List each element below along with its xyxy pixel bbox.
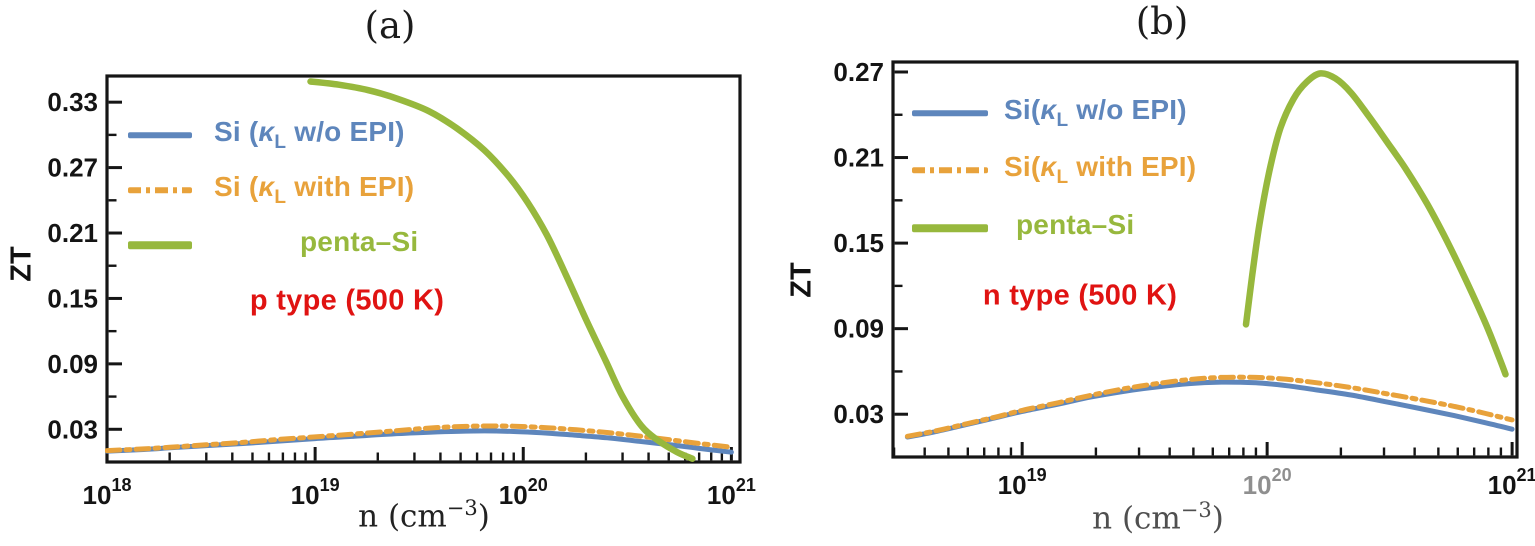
x-tick-label: 1018 (83, 475, 132, 510)
panel-b-y-axis-label: ZT (785, 262, 818, 298)
legend-line-sample (128, 186, 192, 194)
y-tick-label: 0.15 (47, 283, 98, 313)
panel-b-title: (b) (1135, 0, 1189, 43)
panel-a-x-axis-label: n (cm−3) (358, 496, 490, 535)
y-tick-label: 0.09 (833, 314, 884, 344)
series-curve-1 (904, 374, 1515, 439)
series-curve-2 (1242, 70, 1509, 378)
plot-frame (891, 60, 1519, 459)
x-tick-label: 1019 (291, 475, 340, 510)
y-tick-label: 0.21 (47, 218, 98, 248)
panel-a-plot: 0.03 0.09 0.15 0.21 0.27 0.33 1018 1019 1020 1021 (47, 74, 756, 510)
y-tick-label: 0.33 (47, 87, 98, 117)
legend-line-sample (912, 109, 988, 117)
y-tick-label: 0.03 (833, 399, 884, 429)
legend-line-sample (912, 166, 988, 174)
series-curve-1 (105, 423, 734, 454)
legend-line-sample (128, 241, 192, 249)
y-tick-label: 0.15 (833, 228, 884, 258)
series-curve-0 (904, 379, 1515, 440)
legend-item-label: penta–Si (300, 226, 419, 258)
panel-a-y-axis-label: ZT (5, 246, 38, 282)
panel-b-doping-annotation: n type (500 K) (982, 279, 1178, 312)
y-tick-label: 0.27 (833, 57, 884, 87)
series-curve-2 (307, 78, 696, 462)
plot-frame (105, 74, 742, 464)
x-tick-label: 1021 (1488, 465, 1535, 500)
panel-b-x-axis-label: n (cm−3) (1092, 498, 1224, 537)
x-tick-label: 1020 (1243, 465, 1292, 500)
panel-b-plot: 0.03 0.09 0.15 0.21 0.27 1019 1020 1021 (833, 57, 1535, 500)
legend-item-label: Si(κL w/o EPI) (1004, 94, 1187, 131)
x-tick-label: 1020 (499, 475, 548, 510)
y-tick-label: 0.09 (47, 349, 98, 379)
legend-item-label: penta–Si (1016, 209, 1135, 241)
legend-item-si-with-epi: Si(κL with EPI) (912, 151, 1196, 189)
legend-item-label: Si(κL with EPI) (1004, 151, 1197, 188)
legend-item-penta-si: penta–Si (912, 209, 1134, 247)
panel-a-doping-annotation: p type (500 K) (249, 284, 445, 317)
legend-item-label: Si (κL with EPI) (214, 171, 415, 208)
panel-a-title: (a) (364, 4, 416, 47)
legend-item-penta-si: penta–Si (128, 226, 418, 264)
legend-item-si-wo-epi: Si(κL w/o EPI) (912, 94, 1187, 132)
y-tick-label: 0.21 (833, 143, 884, 173)
series-curve-0 (105, 428, 734, 455)
x-tick-label: 1021 (707, 475, 756, 510)
y-tick-label: 0.27 (47, 153, 98, 183)
legend-line-sample (128, 131, 192, 139)
x-tick-label: 1019 (998, 465, 1047, 500)
legend-item-label: Si (κL w/o EPI) (214, 116, 405, 153)
legend-item-si-with-epi: Si (κL with EPI) (128, 171, 414, 209)
y-tick-label: 0.03 (47, 414, 98, 444)
legend-item-si-wo-epi: Si (κL w/o EPI) (128, 116, 405, 154)
legend-line-sample (912, 224, 988, 232)
